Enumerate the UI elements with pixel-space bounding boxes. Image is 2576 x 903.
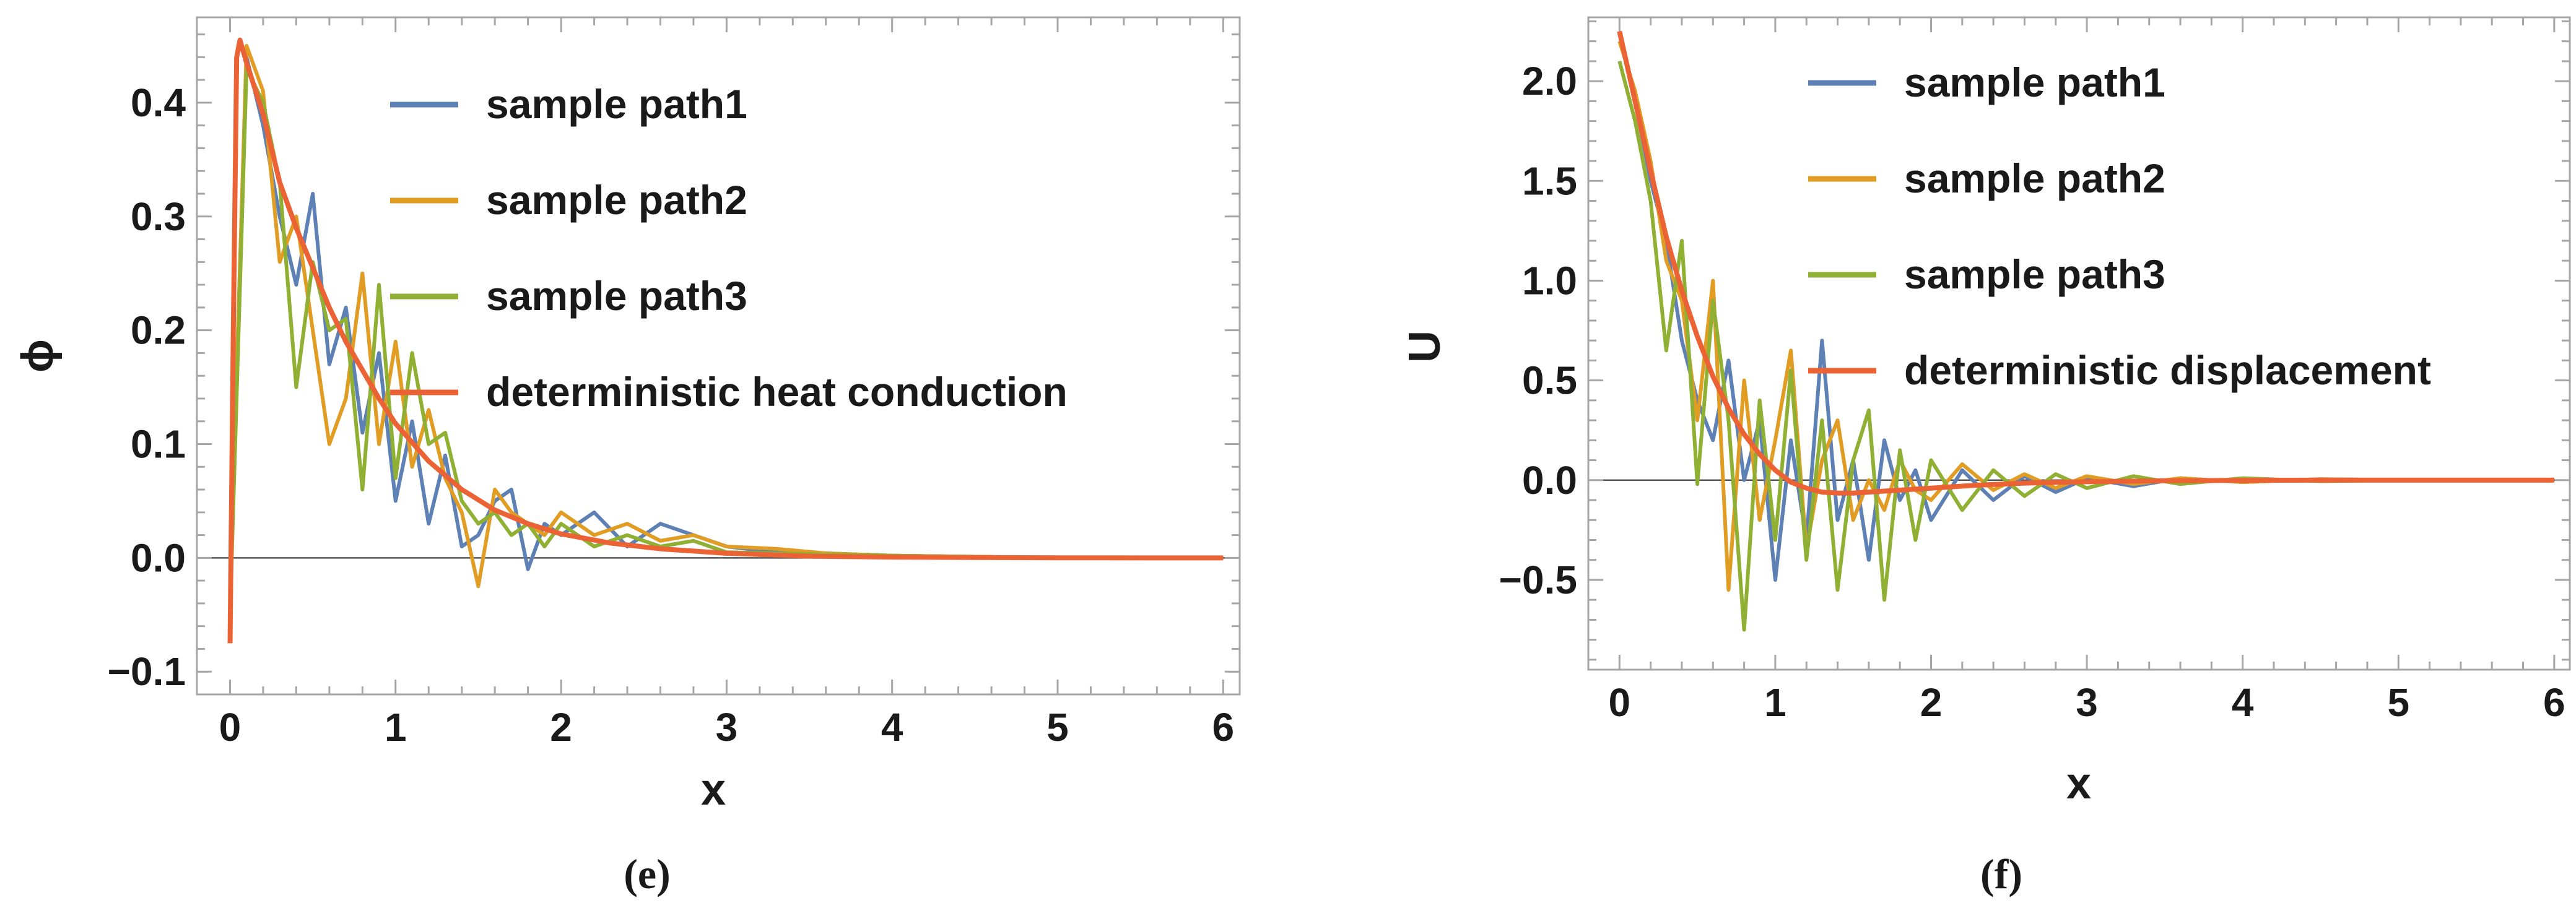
chart1-ytick-label: 1.0 [1522,258,1577,303]
chart0-ytick-label: 0.0 [131,535,186,580]
chart0-series-group [227,37,1224,644]
chart0-legend-label: deterministic heat conduction [486,369,1068,415]
chart0-xtick-label: 5 [1046,705,1069,750]
chart0-xtick-label: 4 [881,705,903,750]
chart0-xtick-label: 2 [550,705,572,750]
chart1-ytick-label: 1.5 [1522,158,1577,203]
chart0-series-line-1 [228,55,1224,581]
chart1-legend-label: sample path2 [1904,155,2165,201]
chart1-xtick-label: 1 [1764,680,1786,725]
chart0-ytick-label: 0.4 [131,80,186,125]
chart0-series-line-2 [228,44,1224,592]
chart1-ytick-label: −0.5 [1499,558,1577,602]
chart0-xtick-label: 6 [1212,705,1234,750]
chart1-series-line-2 [1617,40,2554,592]
chart0-xtick-label: 0 [219,705,242,750]
chart0-legend-label: sample path2 [486,177,747,223]
chart0-legend-label: sample path3 [486,273,747,319]
chart0-plot-frame [196,16,1241,696]
chart1-series-line-3 [1617,61,2554,632]
chart1-panel-caption: (f) [1980,850,2022,897]
chart1-legend-label: sample path1 [1904,59,2165,105]
chart0-xtick-label: 1 [385,705,407,750]
chart0-ytick-label: −0.1 [108,649,186,694]
chart1-series-line-4 [1617,30,2554,496]
chart1-series-line-1 [1617,30,2554,582]
chart1-xtick-label: 4 [2232,680,2254,725]
chart1-xtick-label: 5 [2387,680,2409,725]
chart1-y-axis-label: U [1400,331,1450,363]
chart1-ytick-label: 0.0 [1522,458,1577,503]
chart0-panel-caption: (e) [624,850,670,897]
chart1-xtick-label: 2 [1920,680,1943,725]
chart0-y-axis-label: ϕ [13,339,63,373]
chart0-ytick-label: 0.1 [131,421,186,466]
chart0-ytick-label: 0.2 [131,308,186,353]
chart0-series-line-4 [227,37,1224,644]
chart1-plot-frame [1587,16,2571,671]
chart1-xtick-label: 0 [1609,680,1631,725]
chart1-series-group [1617,30,2554,632]
chart1-x-axis-label: x [2066,759,2091,808]
chart1-xtick-label: 6 [2543,680,2565,725]
chart1-xtick-label: 3 [2076,680,2098,725]
chart1-legend-label: sample path3 [1904,251,2165,297]
chart1-legend-label: deterministic displacement [1904,347,2431,393]
chart0-xtick-label: 3 [716,705,738,750]
chart1-ytick-label: 2.0 [1522,59,1577,103]
chart0-x-axis-label: x [701,765,726,814]
chart1-ytick-label: 0.5 [1522,358,1577,403]
chart-panel-e: 0 1 2 3 4 5 6 −0.1 0.0 0.1 0.2 0.3 0.4 x ϕ sample path1… [13,16,1241,897]
chart0-ytick-label: 0.3 [131,194,186,239]
chart0-series-line-3 [228,66,1224,615]
chart0-legend-label: sample path1 [486,81,747,127]
